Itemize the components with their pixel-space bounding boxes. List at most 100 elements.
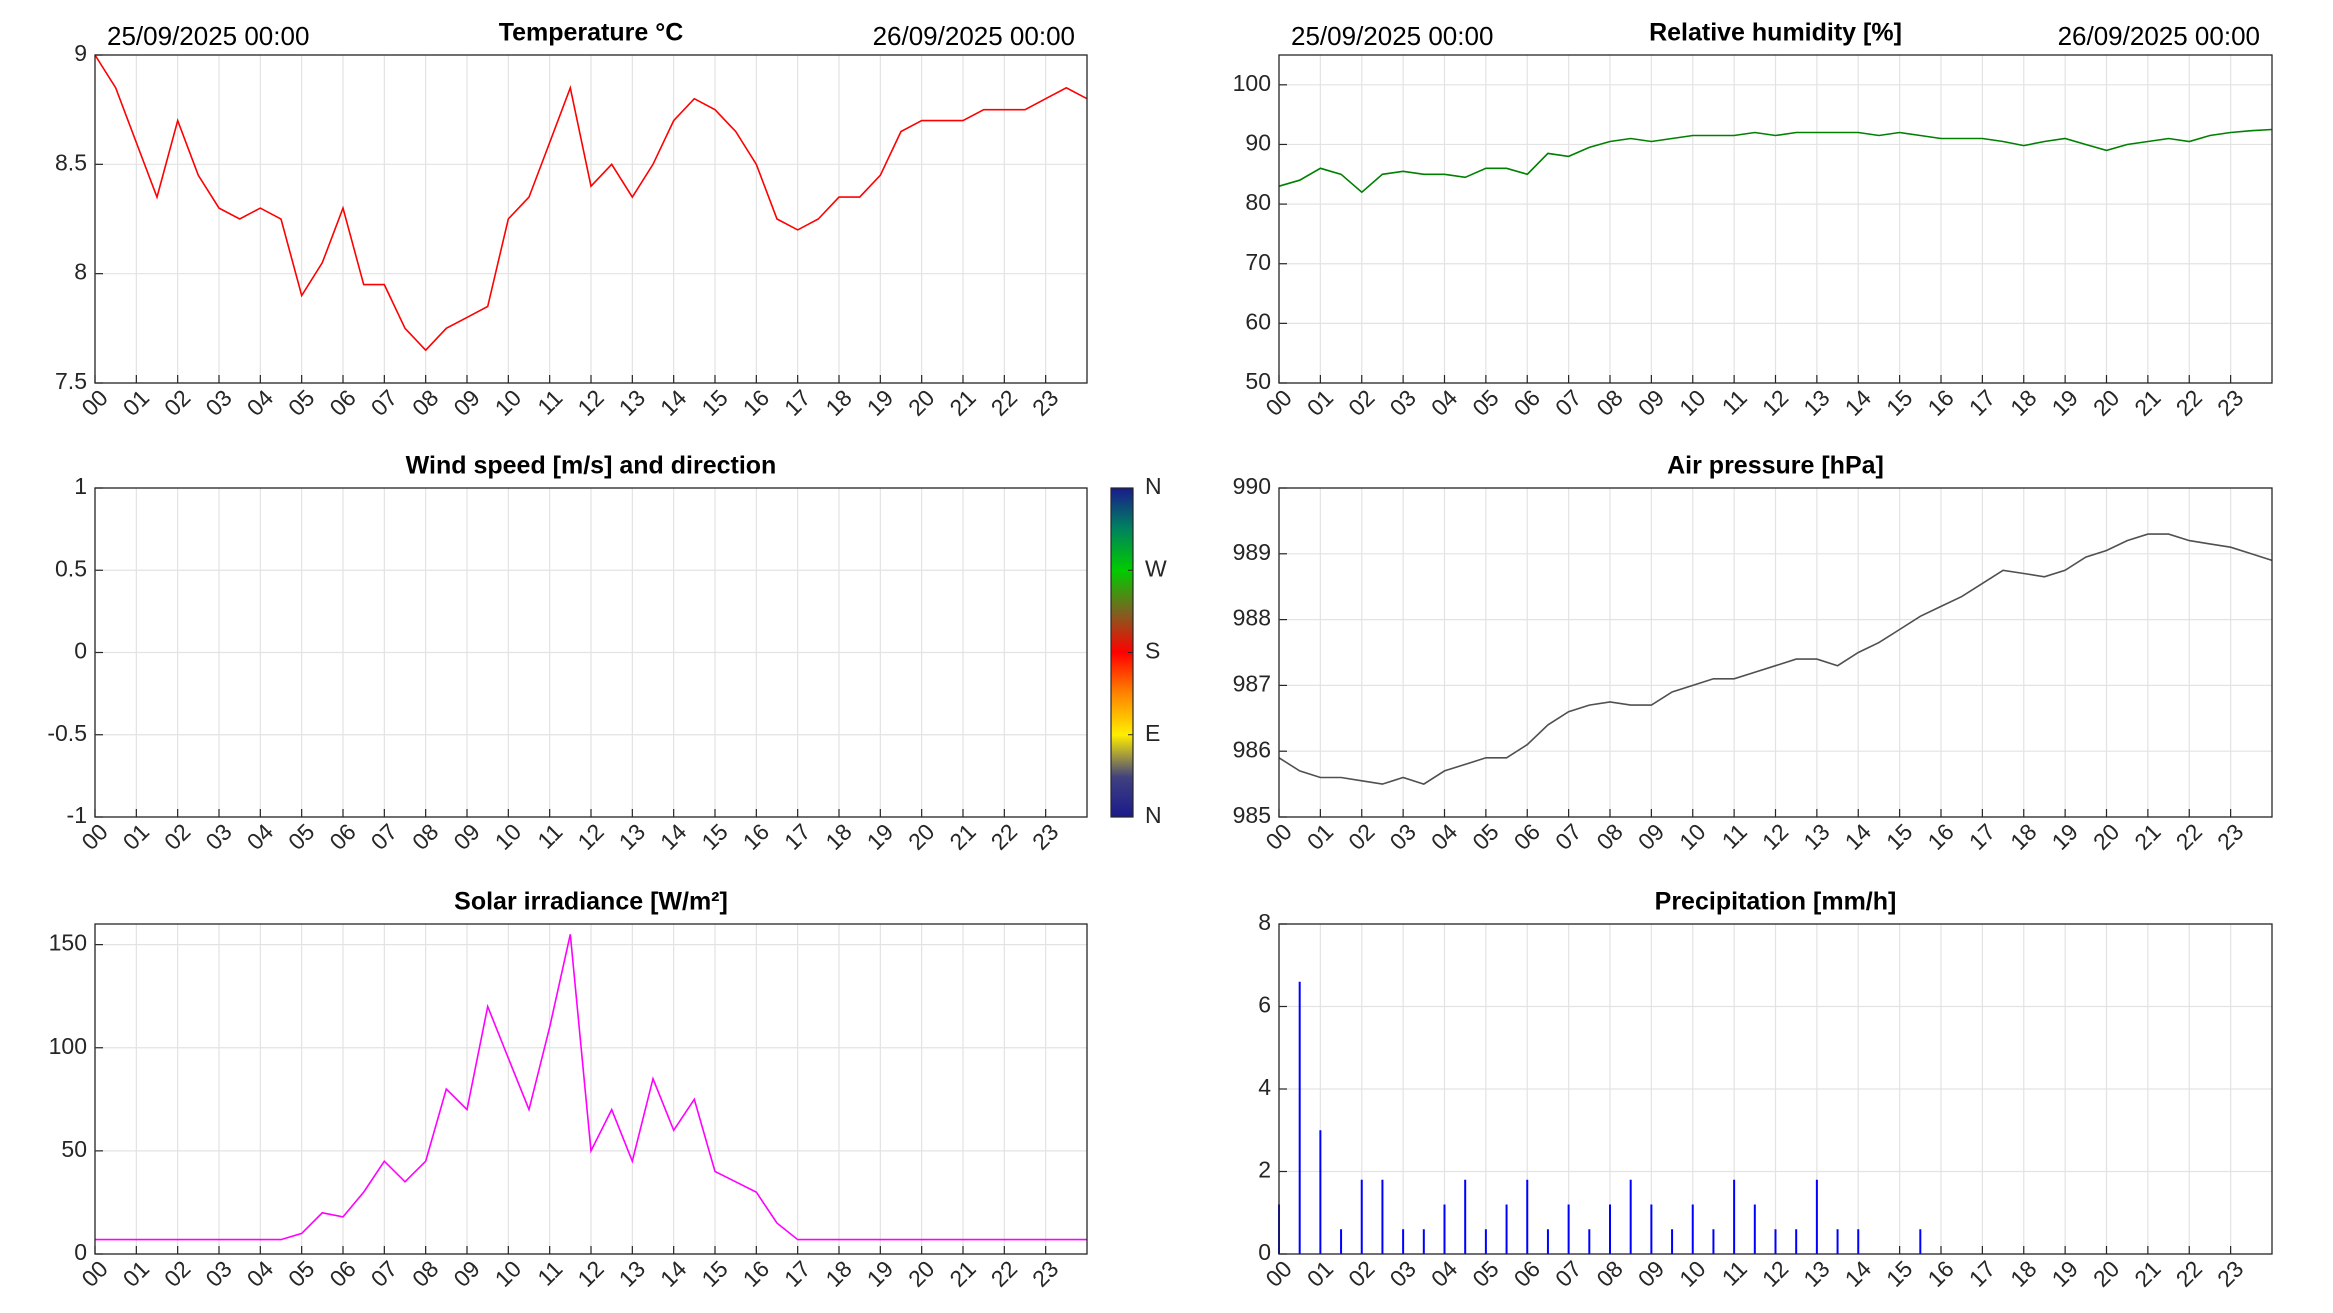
x-tick-label: 08	[407, 818, 443, 854]
x-tick-label: 13	[1798, 818, 1834, 854]
x-tick-label: 08	[1591, 1255, 1627, 1291]
x-tick-label: 18	[820, 1255, 856, 1291]
y-tick-label: 7.5	[55, 368, 87, 394]
x-tick-label: 08	[1591, 384, 1627, 420]
x-tick-label: 06	[324, 1255, 360, 1291]
x-tick-label: 11	[532, 384, 567, 419]
y-tick-label: 0	[74, 1239, 87, 1265]
x-tick-label: 05	[283, 1255, 319, 1291]
x-tick-label: 11	[532, 818, 567, 853]
x-tick-label: 07	[366, 1255, 402, 1291]
plot-frame	[1278, 54, 2273, 384]
x-tick-label: 07	[1550, 818, 1586, 854]
x-tick-label: 21	[2129, 384, 2165, 420]
plot-frame	[94, 54, 1088, 384]
y-tick-label: 100	[1233, 70, 1271, 96]
x-tick-label: 09	[448, 818, 484, 854]
x-tick-label: 17	[779, 384, 815, 420]
x-tick-label: 12	[572, 1255, 608, 1291]
chart-title: Air pressure [hPa]	[1667, 452, 1884, 480]
x-tick-label: 12	[1757, 1255, 1793, 1291]
x-tick-label: 02	[159, 384, 195, 420]
x-tick-label: 23	[1027, 818, 1063, 854]
x-tick-label: 14	[1840, 818, 1877, 855]
x-tick-label: 17	[1964, 384, 2000, 420]
y-tick-label: 150	[49, 930, 87, 956]
x-tick-label: 02	[1343, 384, 1379, 420]
x-tick-label: 19	[2046, 384, 2082, 420]
x-tick-label: 08	[407, 384, 443, 420]
y-tick-label: 989	[1233, 539, 1271, 565]
x-tick-label: 02	[1343, 1255, 1379, 1291]
x-tick-label: 15	[696, 384, 732, 420]
x-tick-label: 17	[779, 1255, 815, 1291]
x-tick-label: 01	[118, 818, 154, 854]
x-tick-label: 14	[655, 818, 692, 855]
x-tick-label: 04	[1426, 818, 1463, 855]
chart-title: Relative humidity [%]	[1649, 19, 1902, 47]
data-line	[94, 54, 1088, 352]
x-tick-label: 05	[283, 818, 319, 854]
x-tick-label: 15	[1881, 818, 1917, 854]
x-tick-label: 21	[944, 384, 980, 420]
x-tick-label: 12	[1757, 818, 1793, 854]
x-tick-label: 09	[1633, 818, 1669, 854]
x-tick-label: 21	[2129, 1255, 2165, 1291]
x-tick-label: 11	[532, 1255, 567, 1290]
x-tick-label: 22	[2171, 818, 2207, 854]
x-tick-label: 14	[1840, 384, 1877, 421]
x-tick-label: 01	[118, 384, 154, 420]
y-tick-label: 8.5	[55, 149, 87, 175]
x-tick-label: 13	[614, 384, 650, 420]
x-tick-label: 06	[324, 818, 360, 854]
y-tick-label: 1	[74, 473, 87, 499]
x-tick-label: 18	[2005, 818, 2041, 854]
y-tick-label: 988	[1233, 605, 1271, 631]
x-tick-label: 03	[1384, 818, 1420, 854]
y-tick-label: 985	[1233, 802, 1271, 828]
x-tick-label: 12	[1757, 384, 1793, 420]
x-tick-label: 10	[490, 818, 526, 854]
y-tick-label: -1	[67, 802, 87, 828]
y-tick-label: 100	[49, 1033, 87, 1059]
x-tick-label: 03	[1384, 1255, 1420, 1291]
x-tick-label: 15	[696, 818, 732, 854]
x-tick-label: 14	[655, 1255, 692, 1292]
x-tick-label: 04	[242, 1255, 279, 1292]
x-tick-label: 23	[2212, 818, 2248, 854]
chart-title: Precipitation [mm/h]	[1655, 888, 1897, 916]
y-tick-label: 4	[1258, 1074, 1271, 1100]
x-tick-label: 20	[2088, 384, 2124, 420]
x-tick-label: 09	[1633, 1255, 1669, 1291]
x-tick-label: 09	[1633, 384, 1669, 420]
plot-frame	[94, 923, 1088, 1255]
x-tick-label: 05	[1467, 1255, 1503, 1291]
x-tick-label: 10	[490, 1255, 526, 1291]
x-tick-label: 10	[490, 384, 526, 420]
x-tick-label: 04	[242, 384, 279, 421]
x-tick-label: 14	[1840, 1255, 1877, 1292]
y-tick-label: 8	[74, 259, 87, 285]
y-tick-label: 0	[1258, 1239, 1271, 1265]
y-tick-label: 987	[1233, 670, 1271, 696]
x-tick-label: 18	[820, 818, 856, 854]
x-tick-label: 18	[2005, 384, 2041, 420]
x-tick-label: 02	[159, 1255, 195, 1291]
x-tick-label: 08	[407, 1255, 443, 1291]
plot-frame	[1278, 487, 2273, 818]
x-tick-label: 07	[1550, 384, 1586, 420]
x-tick-label: 10	[1674, 1255, 1710, 1291]
y-tick-label: 2	[1258, 1157, 1271, 1183]
x-tick-label: 23	[1027, 384, 1063, 420]
y-tick-label: 986	[1233, 736, 1271, 762]
x-tick-label: 01	[1302, 818, 1338, 854]
x-tick-label: 21	[944, 1255, 980, 1291]
chart-title: Wind speed [m/s] and direction	[406, 452, 777, 480]
colorbar-label: N	[1145, 473, 1162, 499]
x-tick-label: 03	[200, 384, 236, 420]
x-tick-label: 04	[1426, 1255, 1463, 1292]
y-tick-label: 8	[1258, 909, 1271, 935]
x-tick-label: 04	[242, 818, 279, 855]
x-tick-label: 11	[1717, 818, 1752, 853]
